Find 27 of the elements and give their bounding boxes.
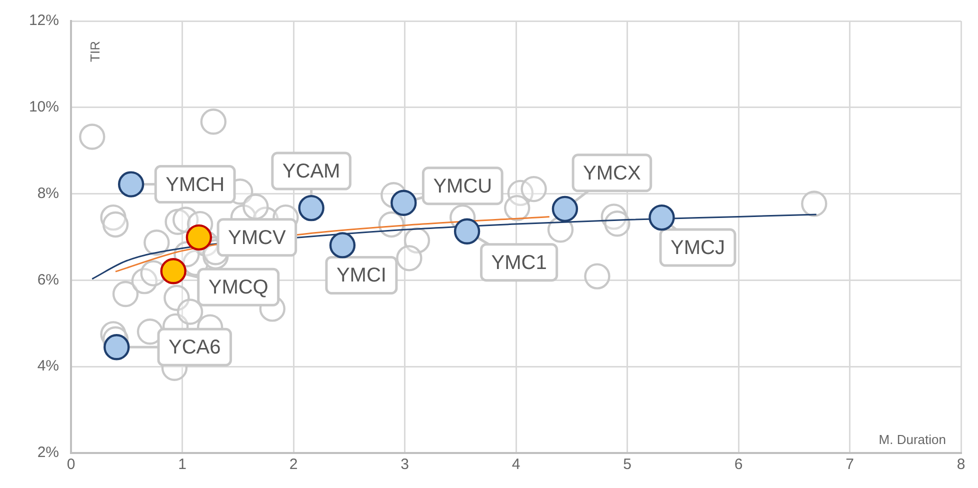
annotation: YMCH bbox=[166, 174, 225, 196]
x-axis-title: M. Duration bbox=[878, 432, 946, 448]
annotation: YMCU bbox=[433, 175, 492, 198]
x-tick-label: 6 bbox=[734, 456, 743, 474]
annotation: YMCJ bbox=[670, 237, 725, 260]
annotation: YMCV bbox=[228, 226, 286, 249]
annotation: YMCQ bbox=[208, 276, 268, 299]
x-tick-label: 3 bbox=[400, 456, 409, 474]
y-tick-label: 4% bbox=[37, 358, 59, 375]
y-tick-label: 8% bbox=[37, 184, 59, 202]
x-tick-label: 2 bbox=[289, 456, 298, 474]
y-tick-label: 6% bbox=[37, 271, 59, 288]
y-tick-label: 2% bbox=[37, 444, 59, 462]
annotation: YMCX bbox=[583, 162, 641, 184]
x-tick-label: 5 bbox=[623, 456, 632, 474]
annotation: YMC1 bbox=[491, 252, 547, 274]
x-tick-label: 7 bbox=[846, 456, 854, 474]
annotation: YCA6 bbox=[168, 336, 221, 359]
x-tick-label: 4 bbox=[512, 456, 520, 474]
annotation: YCAM bbox=[282, 160, 340, 183]
x-tick-label: 0 bbox=[66, 456, 76, 474]
x-tick-label: 8 bbox=[956, 456, 966, 474]
y-tick-label: 10% bbox=[28, 98, 59, 116]
y-tick-label: 12% bbox=[28, 12, 59, 30]
x-tick-label: 1 bbox=[178, 456, 186, 474]
annotation: YMCI bbox=[336, 264, 386, 287]
y-axis-title: TIR bbox=[88, 41, 103, 62]
